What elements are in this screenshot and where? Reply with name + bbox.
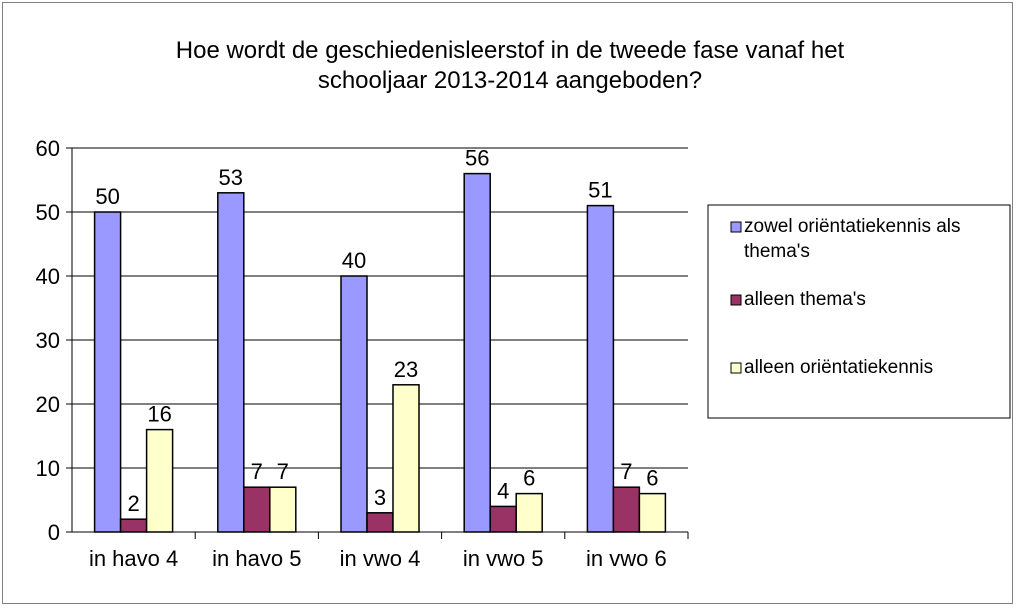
x-category-label: in havo 4 <box>89 546 178 571</box>
bar <box>612 486 641 533</box>
data-label: 51 <box>588 178 612 203</box>
y-tick-label: 60 <box>36 136 60 161</box>
legend-swatch <box>730 221 742 233</box>
legend-swatch <box>730 294 742 306</box>
x-category-label: in vwo 6 <box>586 546 667 571</box>
bar <box>93 211 122 533</box>
data-label: 50 <box>95 184 119 209</box>
bar <box>119 518 148 533</box>
legend-swatch <box>730 362 742 374</box>
data-label: 2 <box>127 491 139 516</box>
data-label: 23 <box>394 357 418 382</box>
data-label: 7 <box>620 459 632 484</box>
bar <box>515 492 543 533</box>
bar <box>269 486 297 533</box>
data-label: 7 <box>277 459 289 484</box>
chart-title-line: schooljaar 2013-2014 aangeboden? <box>318 67 702 94</box>
x-category-label: in vwo 4 <box>340 546 421 571</box>
legend-label: thema's <box>744 241 810 262</box>
legend-label: zowel oriëntatiekennis als <box>744 216 961 237</box>
y-tick-label: 0 <box>48 520 60 545</box>
data-label: 6 <box>523 466 535 491</box>
bar <box>145 428 174 533</box>
data-label: 7 <box>251 459 263 484</box>
data-label: 56 <box>465 146 489 171</box>
data-label: 53 <box>219 165 243 190</box>
legend-label: alleen thema's <box>744 289 866 310</box>
bar <box>366 512 394 533</box>
bar <box>392 384 420 533</box>
y-tick-label: 30 <box>36 328 60 353</box>
bar <box>217 192 245 533</box>
bar <box>638 492 667 533</box>
bar <box>489 505 517 533</box>
data-label: 16 <box>147 402 171 427</box>
legend-box <box>707 204 1011 419</box>
bar <box>586 204 615 533</box>
y-tick-label: 10 <box>36 456 60 481</box>
y-tick-label: 20 <box>36 392 60 417</box>
y-tick-label: 40 <box>36 264 60 289</box>
legend-label: alleen oriëntatiekennis <box>744 357 933 378</box>
chart-title-line: Hoe wordt de geschiedenisleerstof in de … <box>176 37 845 64</box>
y-tick-label: 50 <box>36 200 60 225</box>
data-label: 4 <box>497 478 509 503</box>
x-category-label: in havo 5 <box>212 546 301 571</box>
bar <box>243 486 271 533</box>
x-category-label: in vwo 5 <box>463 546 544 571</box>
data-label: 6 <box>646 466 658 491</box>
data-label: 3 <box>374 485 386 510</box>
bar <box>463 172 491 533</box>
bar <box>340 275 368 533</box>
data-label: 40 <box>342 248 366 273</box>
